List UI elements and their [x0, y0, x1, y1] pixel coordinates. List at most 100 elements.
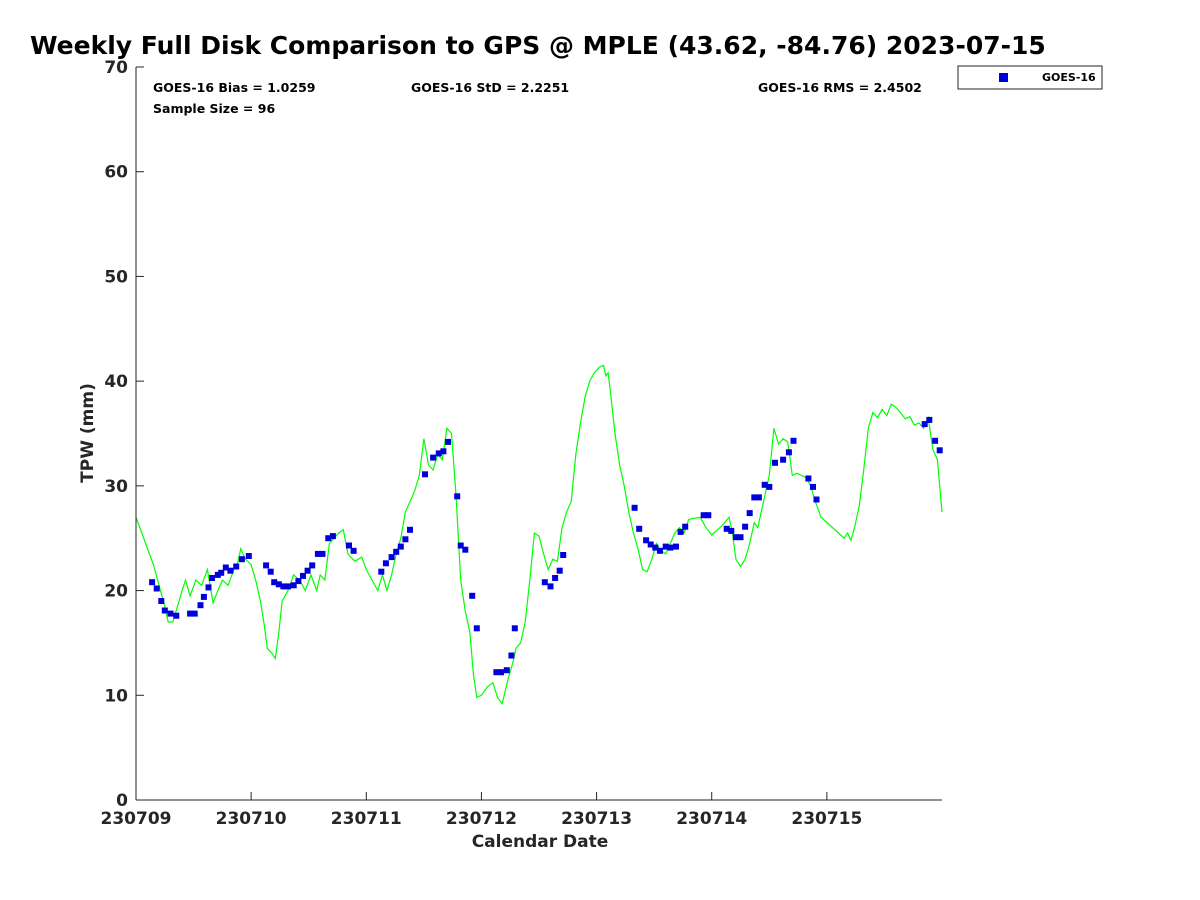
stats-block: GOES-16 Bias = 1.0259 GOES-16 StD = 2.22…	[153, 80, 922, 116]
goes-data-point	[350, 547, 357, 554]
goes-data-point	[677, 528, 684, 535]
goes-data-point	[227, 567, 234, 574]
goes-data-point	[810, 483, 816, 490]
goes-data-point	[556, 567, 563, 574]
goes-data-point	[440, 448, 447, 455]
goes-data-point	[636, 525, 643, 532]
goes-data-point	[751, 494, 758, 501]
y-tick-label: 60	[104, 163, 128, 183]
y-axis-label: TPW (mm)	[78, 383, 98, 483]
goes-data-point	[149, 579, 156, 586]
goes-data-point	[238, 556, 245, 563]
x-axis-ticks: 230709 230710 230711 230712 230713 230714 2307…	[101, 792, 862, 829]
goes-data-point	[728, 527, 735, 534]
goes-data-point	[378, 568, 385, 575]
goes-data-point	[936, 447, 943, 454]
y-tick-label: 70	[104, 58, 128, 78]
goes-data-point	[435, 450, 442, 457]
goes-data-point	[214, 571, 221, 578]
goes-data-point	[473, 625, 480, 632]
legend: GOES-16	[957, 65, 1103, 90]
goes-data-point	[746, 510, 753, 517]
goes-data-point	[309, 562, 316, 569]
x-tick-label: 230710	[216, 809, 287, 829]
goes-data-point	[932, 437, 939, 444]
goes-data-point	[643, 537, 650, 544]
goes-data-point	[397, 543, 404, 550]
y-tick-label: 20	[104, 582, 128, 602]
x-tick-label: 230713	[561, 809, 632, 829]
goes-data-point	[656, 547, 663, 554]
goes-data-point	[631, 504, 638, 511]
goes-data-point	[245, 553, 252, 559]
plot-area	[135, 67, 943, 801]
goes-data-point	[153, 585, 160, 592]
goes-data-point	[222, 564, 229, 571]
goes-data-point	[445, 438, 451, 445]
goes-data-point	[742, 523, 749, 530]
x-tick-label: 230715	[791, 809, 862, 829]
x-tick-label: 230709	[101, 809, 172, 829]
goes-data-point	[280, 583, 287, 590]
goes-data-point	[304, 567, 311, 574]
y-tick-label: 0	[116, 791, 128, 811]
goes-data-point	[314, 550, 321, 557]
goes-data-point	[209, 575, 215, 581]
goes-data-point	[493, 669, 500, 676]
goes-data-point	[772, 459, 778, 466]
goes-data-point	[737, 534, 744, 541]
goes-data-point	[402, 536, 409, 543]
goes-data-point	[457, 542, 464, 549]
goes-data-point	[705, 512, 712, 519]
y-tick-label: 10	[104, 686, 128, 706]
goes-data-point	[732, 534, 739, 541]
stat-rms: GOES-16 RMS = 2.4502	[758, 80, 922, 95]
goes-data-point	[346, 542, 352, 549]
goes-data-point	[785, 449, 792, 456]
goes-data-point	[295, 578, 302, 585]
goes-data-point	[200, 593, 207, 600]
goes-data-point	[761, 481, 768, 488]
goes-data-point	[191, 610, 198, 617]
chart-title: Weekly Full Disk Comparison to GPS @ MPL…	[30, 31, 1046, 60]
y-tick-label: 40	[104, 372, 128, 392]
goes-data-point	[755, 494, 762, 501]
goes-data-point	[430, 454, 437, 461]
goes-data-point	[267, 568, 274, 575]
goes-data-point	[300, 572, 306, 579]
goes-data-point	[926, 416, 933, 423]
goes-data-point	[161, 607, 168, 614]
goes-data-point	[723, 525, 730, 532]
goes-data-point	[187, 610, 194, 617]
goes-data-point	[673, 543, 679, 550]
goes-data-point	[173, 612, 180, 619]
goes-data-point	[511, 625, 518, 632]
goes-data-point	[805, 475, 812, 482]
x-tick-label: 230711	[331, 809, 402, 829]
y-tick-label: 50	[104, 267, 128, 287]
goes-data-point	[382, 560, 389, 567]
goes-data-point	[813, 496, 820, 503]
goes-data-point	[667, 544, 674, 551]
stat-sample-size: Sample Size = 96	[153, 101, 275, 116]
goes-data-point	[780, 456, 787, 463]
goes-data-point	[197, 602, 204, 609]
goes-data-point	[700, 512, 707, 519]
goes-data-point	[388, 554, 395, 561]
legend-marker	[999, 73, 1008, 82]
goes-data-point	[319, 550, 326, 557]
plot-background	[136, 67, 942, 800]
goes-data-point	[407, 526, 413, 533]
goes-data-point	[422, 471, 428, 478]
x-axis-label: Calendar Date	[472, 832, 609, 852]
goes-data-point	[508, 652, 515, 659]
stat-std: GOES-16 StD = 2.2251	[411, 80, 569, 95]
legend-box	[957, 65, 1103, 90]
goes-data-point	[921, 421, 928, 428]
goes-data-point	[285, 583, 291, 590]
goes-data-point	[766, 483, 773, 490]
goes-data-point	[275, 581, 282, 588]
goes-data-point	[454, 493, 461, 500]
goes-data-point	[263, 562, 270, 569]
goes-data-point	[158, 598, 165, 604]
